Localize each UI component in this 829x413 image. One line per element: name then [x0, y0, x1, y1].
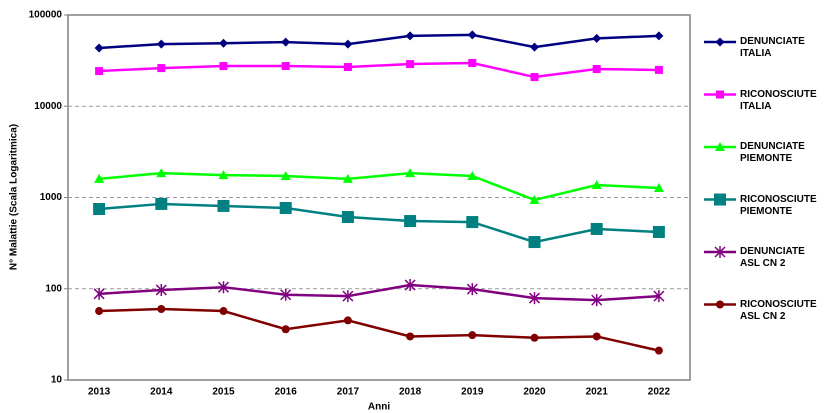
marker [95, 307, 104, 316]
marker [466, 283, 478, 296]
marker [530, 333, 539, 342]
marker [219, 62, 228, 71]
series-line [99, 61, 659, 79]
marker [280, 171, 291, 181]
legend-label: RICONOSCIUTE ITALIA [740, 88, 817, 112]
marker [653, 183, 664, 193]
marker [654, 346, 663, 355]
y-tick-label: 10 [51, 375, 63, 386]
y-tick-label: 100000 [29, 10, 63, 21]
x-tick-label: 2020 [523, 387, 546, 398]
marker [343, 63, 352, 72]
marker [715, 142, 725, 151]
x-tick-label: 2014 [150, 387, 173, 398]
marker [654, 65, 663, 74]
marker [93, 203, 106, 216]
marker [343, 39, 353, 49]
marker [157, 64, 166, 73]
marker [714, 246, 726, 258]
marker [156, 39, 166, 49]
legend-label: DENUNCIATE ASL CN 2 [740, 246, 805, 269]
series-line [99, 33, 659, 50]
marker [405, 31, 415, 41]
x-axis-label: Anni [368, 402, 390, 413]
marker [342, 173, 353, 183]
marker [468, 58, 477, 67]
marker [343, 316, 352, 325]
marker [404, 215, 417, 228]
marker [281, 325, 290, 334]
marker [95, 67, 104, 76]
marker [219, 307, 228, 316]
marker [716, 300, 724, 309]
marker [529, 194, 540, 204]
marker [94, 43, 104, 53]
y-tick-label: 1000 [40, 192, 63, 203]
legend-label: RICONOSCIUTE PIEMONTE [740, 193, 817, 217]
marker [405, 168, 416, 178]
marker [530, 73, 539, 82]
marker [591, 180, 602, 190]
marker [715, 37, 725, 47]
marker [218, 170, 229, 180]
marker [156, 168, 167, 178]
marker [219, 38, 228, 48]
x-tick-label: 2016 [275, 387, 298, 398]
marker [716, 90, 724, 99]
marker [528, 292, 541, 305]
marker [468, 331, 477, 340]
marker [592, 64, 601, 73]
marker [94, 173, 105, 183]
marker [591, 294, 603, 307]
marker [279, 202, 292, 215]
x-tick-label: 2022 [648, 387, 671, 398]
marker [342, 290, 354, 303]
legend-label: DENUNCIATE ITALIA [740, 36, 805, 59]
legend-label: DENUNCIATE PIEMONTE [740, 141, 805, 164]
marker [406, 332, 415, 341]
series-line [99, 307, 660, 352]
x-tick-label: 2019 [461, 387, 484, 398]
marker [530, 42, 539, 52]
marker [467, 30, 477, 40]
marker [592, 33, 602, 43]
legend-label: RICONOSCIUTE ASL CN 2 [740, 298, 817, 322]
marker [281, 37, 291, 47]
marker [404, 278, 416, 291]
marker [155, 197, 168, 210]
marker [155, 283, 167, 296]
marker [281, 62, 290, 71]
y-tick-label: 10000 [34, 101, 62, 112]
x-tick-label: 2015 [212, 387, 235, 398]
marker [714, 193, 726, 206]
x-tick-label: 2013 [88, 387, 111, 398]
marker [217, 199, 230, 212]
series-line [99, 283, 659, 302]
marker [654, 31, 664, 41]
marker [528, 236, 541, 249]
marker [406, 60, 415, 69]
marker [217, 281, 230, 294]
y-tick-label: 100 [45, 283, 62, 294]
y-axis-label: N° Malattie (Scala Logaritmica) [9, 124, 20, 270]
marker [467, 171, 478, 181]
marker [466, 216, 479, 229]
marker [590, 222, 603, 235]
x-tick-label: 2018 [399, 387, 422, 398]
series-line [98, 171, 659, 202]
marker [652, 225, 665, 238]
marker [280, 288, 292, 301]
x-tick-label: 2017 [337, 387, 360, 398]
series-line [98, 202, 659, 244]
marker [592, 332, 601, 341]
marker [341, 211, 354, 224]
marker [93, 287, 105, 300]
marker [653, 290, 665, 303]
x-tick-label: 2021 [586, 387, 609, 398]
marker [157, 304, 166, 313]
